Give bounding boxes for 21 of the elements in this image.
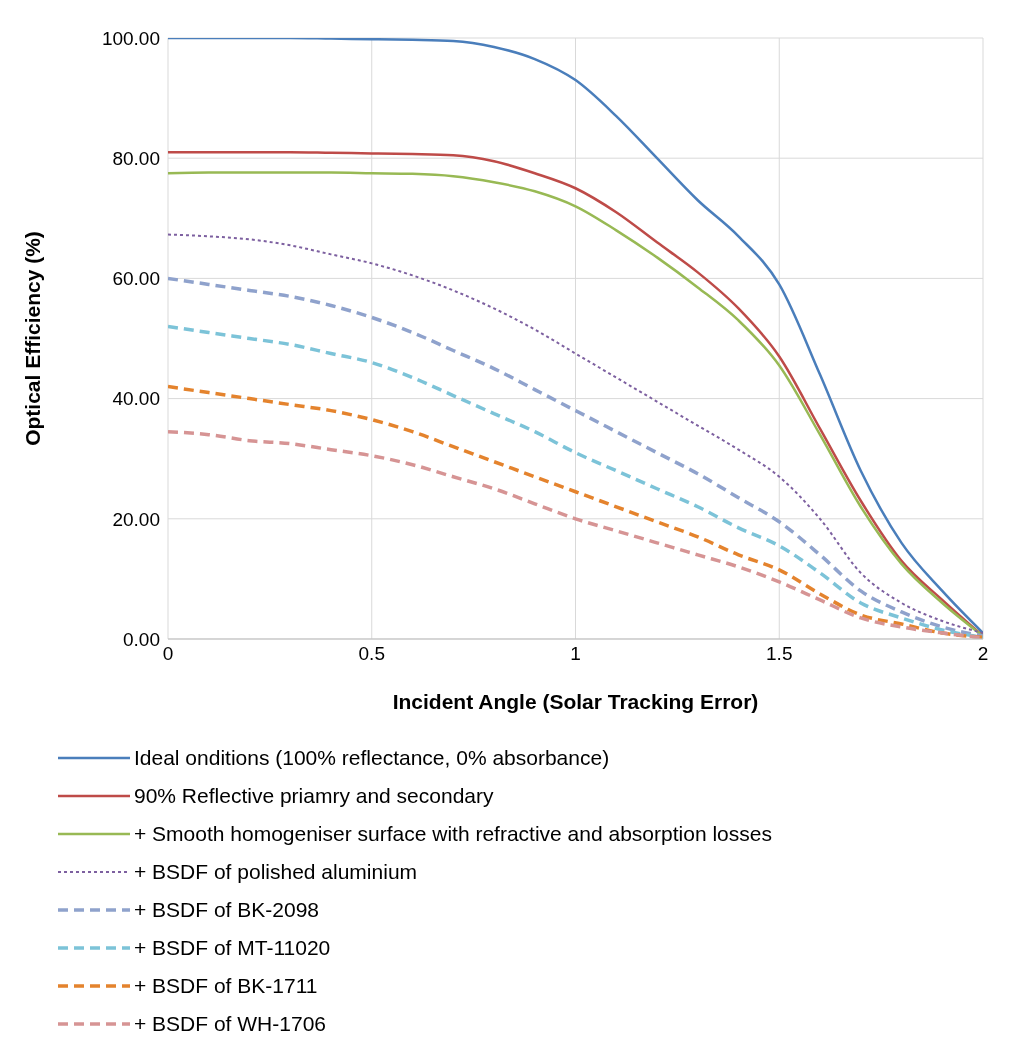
x-tick-label: 0.5 [358, 643, 385, 665]
y-tick-label: 100.00 [101, 27, 160, 49]
y-tick-label: 80.00 [112, 147, 160, 169]
y-tick-label: 0.00 [123, 628, 160, 650]
x-tick-label: 1 [570, 643, 581, 665]
legend-label: + BSDF of WH-1706 [134, 1012, 326, 1036]
x-axis-title: Incident Angle (Solar Tracking Error) [392, 690, 759, 713]
legend-label: + BSDF of MT-11020 [134, 936, 331, 960]
x-tick-label: 1.5 [766, 643, 793, 665]
legend-label: + BSDF of BK-2098 [134, 898, 320, 922]
y-tick-label: 60.00 [112, 268, 160, 290]
legend-label: + BSDF of polished aluminium [134, 860, 418, 884]
x-tick-label: 2 [977, 643, 989, 665]
x-tick-label: 0 [162, 643, 174, 665]
legend-label: 90% Reflective priamry and secondary [134, 784, 494, 808]
y-axis-title: Optical Efficiency (%) [21, 231, 45, 446]
legend-label: + Smooth homogeniser surface with refractive and absorption losses [134, 822, 772, 846]
legend-label: Ideal onditions (100% reflectance, 0% absorbance) [134, 746, 610, 770]
y-tick-label: 40.00 [112, 388, 160, 410]
y-tick-label: 20.00 [112, 508, 160, 530]
legend-label: + BSDF of BK-1711 [134, 974, 318, 998]
